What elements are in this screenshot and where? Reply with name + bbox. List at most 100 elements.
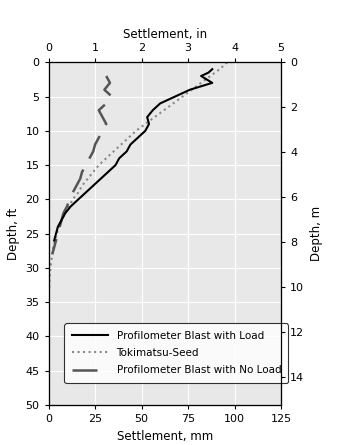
- Profilometer Blast with Load: [52, 238, 56, 243]
- Profilometer Blast with No Load: [100, 128, 104, 134]
- Profilometer Blast with No Load: [87, 156, 92, 161]
- Profilometer Blast with No Load: [61, 210, 66, 216]
- Y-axis label: Depth, m: Depth, m: [310, 206, 323, 261]
- Profilometer Blast with No Load: [104, 101, 108, 106]
- Profilometer Blast with No Load: [84, 162, 88, 168]
- Tokimatsu-Seed: [180, 94, 185, 99]
- Profilometer Blast with Load: [60, 217, 64, 222]
- Profilometer Blast with No Load: [78, 176, 82, 182]
- Profilometer Blast with No Load: [104, 73, 108, 79]
- Profilometer Blast with Load: [199, 73, 203, 79]
- Profilometer Blast with No Load: [74, 183, 78, 188]
- Profilometer Blast with Load: [205, 77, 209, 82]
- Profilometer Blast with Load: [136, 135, 140, 140]
- Tokimatsu-Seed: [76, 190, 81, 195]
- Tokimatsu-Seed: [47, 286, 51, 291]
- Profilometer Blast with Load: [106, 169, 110, 174]
- Tokimatsu-Seed: [63, 210, 67, 216]
- Tokimatsu-Seed: [71, 197, 75, 202]
- Tokimatsu-Seed: [48, 279, 52, 284]
- Tokimatsu-Seed: [57, 224, 61, 230]
- Profilometer Blast with No Load: [71, 190, 75, 195]
- Profilometer Blast with No Load: [110, 94, 114, 99]
- Tokimatsu-Seed: [153, 114, 157, 120]
- Profilometer Blast with Load: [84, 190, 88, 195]
- X-axis label: Settlement, mm: Settlement, mm: [117, 429, 213, 442]
- Profilometer Blast with Load: [173, 94, 177, 99]
- Profilometer Blast with Load: [91, 183, 95, 188]
- Profilometer Blast with Load: [188, 87, 192, 93]
- Profilometer Blast with No Load: [91, 149, 95, 154]
- Y-axis label: Depth, ft: Depth, ft: [7, 207, 20, 260]
- Profilometer Blast with Load: [158, 101, 162, 106]
- Profilometer Blast with No Load: [58, 224, 62, 230]
- Profilometer Blast with Load: [128, 142, 133, 147]
- Tokimatsu-Seed: [225, 60, 229, 65]
- Profilometer Blast with Load: [143, 128, 147, 134]
- Profilometer Blast with Load: [117, 156, 121, 161]
- Profilometer Blast with Load: [199, 84, 203, 89]
- Profilometer Blast with No Load: [54, 238, 58, 243]
- Profilometer Blast with No Load: [67, 197, 71, 202]
- Profilometer Blast with No Load: [56, 231, 60, 236]
- Tokimatsu-Seed: [104, 156, 108, 161]
- Tokimatsu-Seed: [50, 251, 54, 257]
- Line: Profilometer Blast with Load: Profilometer Blast with Load: [54, 69, 212, 240]
- Profilometer Blast with Load: [125, 149, 129, 154]
- Tokimatsu-Seed: [80, 183, 84, 188]
- Tokimatsu-Seed: [86, 176, 90, 182]
- Tokimatsu-Seed: [49, 259, 53, 264]
- Tokimatsu-Seed: [162, 108, 166, 113]
- Tokimatsu-Seed: [143, 121, 147, 127]
- Tokimatsu-Seed: [112, 149, 116, 154]
- Profilometer Blast with Load: [210, 80, 214, 85]
- Tokimatsu-Seed: [60, 217, 64, 222]
- Tokimatsu-Seed: [53, 238, 57, 243]
- Profilometer Blast with Load: [54, 231, 58, 236]
- Profilometer Blast with Load: [147, 121, 151, 127]
- Tokimatsu-Seed: [91, 169, 95, 174]
- Profilometer Blast with No Load: [104, 121, 108, 127]
- Line: Tokimatsu-Seed: Tokimatsu-Seed: [49, 62, 227, 295]
- Profilometer Blast with Load: [76, 197, 81, 202]
- Profilometer Blast with No Load: [97, 135, 101, 140]
- Profilometer Blast with Load: [206, 70, 211, 75]
- Profilometer Blast with Load: [180, 90, 185, 96]
- Profilometer Blast with Load: [56, 224, 60, 230]
- Line: Profilometer Blast with No Load: Profilometer Blast with No Load: [52, 76, 112, 254]
- Profilometer Blast with No Load: [80, 169, 84, 174]
- Tokimatsu-Seed: [47, 293, 51, 298]
- Profilometer Blast with No Load: [102, 87, 107, 93]
- Profilometer Blast with No Load: [93, 142, 97, 147]
- Tokimatsu-Seed: [190, 87, 194, 93]
- Profilometer Blast with No Load: [52, 245, 56, 250]
- Tokimatsu-Seed: [48, 265, 52, 271]
- Profilometer Blast with Load: [69, 203, 73, 209]
- Profilometer Blast with No Load: [60, 217, 64, 222]
- Tokimatsu-Seed: [134, 128, 138, 134]
- Profilometer Blast with Load: [166, 97, 170, 103]
- Tokimatsu-Seed: [208, 73, 212, 79]
- Profilometer Blast with No Load: [108, 80, 112, 85]
- Profilometer Blast with No Load: [50, 251, 54, 257]
- Legend: Profilometer Blast with Load, Tokimatsu-Seed, Profilometer Blast with No Load: Profilometer Blast with Load, Tokimatsu-…: [65, 324, 288, 383]
- Profilometer Blast with Load: [151, 108, 155, 113]
- Profilometer Blast with Load: [113, 162, 118, 168]
- Profilometer Blast with No Load: [97, 108, 101, 113]
- Tokimatsu-Seed: [67, 203, 71, 209]
- Tokimatsu-Seed: [55, 231, 59, 236]
- Profilometer Blast with Load: [99, 176, 103, 182]
- Profilometer Blast with Load: [63, 210, 67, 216]
- X-axis label: Settlement, in: Settlement, in: [123, 28, 207, 40]
- Tokimatsu-Seed: [97, 162, 101, 168]
- Tokimatsu-Seed: [171, 101, 175, 106]
- Profilometer Blast with Load: [145, 114, 149, 120]
- Profilometer Blast with No Load: [100, 114, 104, 120]
- Tokimatsu-Seed: [126, 135, 130, 140]
- Tokimatsu-Seed: [218, 66, 222, 72]
- Tokimatsu-Seed: [51, 245, 55, 250]
- Tokimatsu-Seed: [119, 142, 123, 147]
- Tokimatsu-Seed: [199, 80, 203, 85]
- Profilometer Blast with Load: [210, 66, 214, 72]
- Tokimatsu-Seed: [48, 272, 52, 277]
